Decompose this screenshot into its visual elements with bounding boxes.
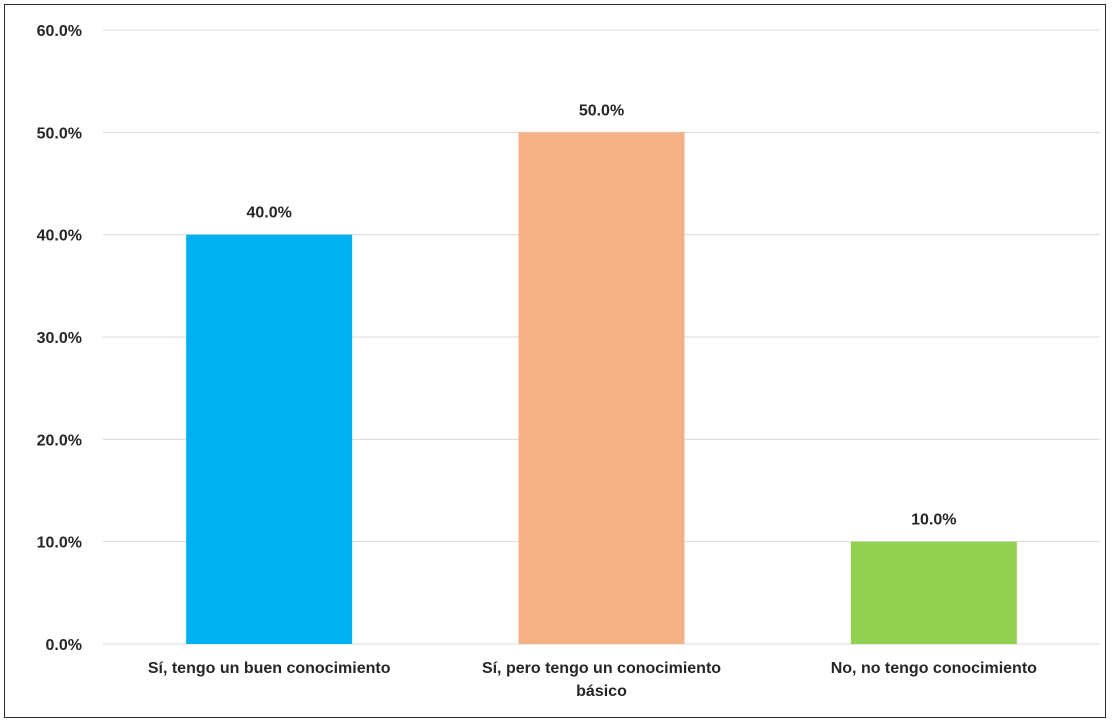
y-tick-label: 50.0% [37, 125, 82, 142]
x-category-label: No, no tengo conocimiento [831, 660, 1037, 677]
y-tick-label: 10.0% [37, 535, 82, 552]
y-tick-label: 40.0% [37, 228, 82, 245]
bar [850, 541, 1017, 644]
bar [186, 234, 353, 644]
data-label: 10.0% [911, 512, 956, 529]
y-tick-label: 60.0% [37, 23, 82, 40]
y-tick-label: 0.0% [46, 637, 82, 654]
x-category-label: básico [576, 683, 627, 700]
data-label: 50.0% [579, 102, 624, 119]
x-category-label: Sí, pero tengo un conocimiento [482, 660, 721, 677]
data-label: 40.0% [246, 205, 291, 222]
y-tick-label: 30.0% [37, 330, 82, 347]
y-tick-label: 20.0% [37, 432, 82, 449]
bar [518, 132, 685, 645]
x-category-label: Sí, tengo un buen conocimiento [148, 660, 391, 677]
